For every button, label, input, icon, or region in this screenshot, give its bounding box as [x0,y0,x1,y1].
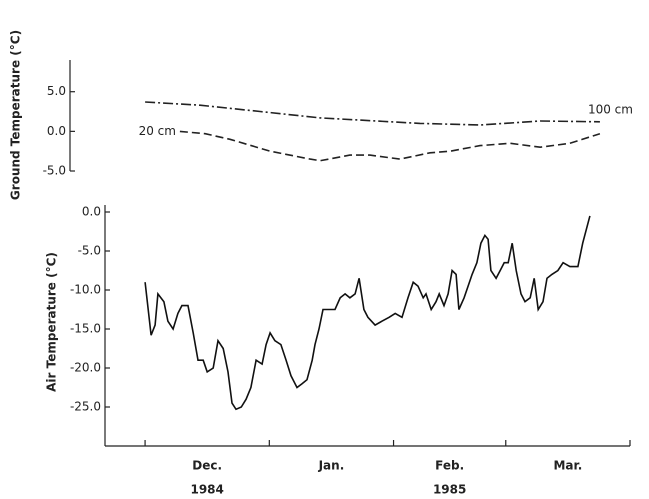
y-tick-label: -15.0 [70,322,101,336]
y-tick-label: -25.0 [70,400,101,414]
y-tick-label: -10.0 [70,283,101,297]
y-tick-label: 0.0 [47,124,66,138]
line [144,215,591,411]
y-tick-label: 0.0 [82,205,101,219]
y-tick-label: -5.0 [78,244,101,258]
y-tick-label: -5.0 [43,164,66,178]
series-label: 20 cm [139,124,176,138]
x-tick-label: Mar. [553,459,582,473]
y-tick-label: -20.0 [70,361,101,375]
x-tick-label: Dec. [192,459,222,473]
line [145,101,600,126]
y-axis-label: Air Temperature (°C) [45,252,59,392]
x-tick-year: 1985 [433,483,466,497]
x-tick-label: Feb. [435,459,464,473]
y-tick-label: 5.0 [47,84,66,98]
x-tick-label: Jan. [318,459,345,473]
y-axis-label: Ground Temperature (°C) [9,30,23,200]
line [179,130,601,162]
x-tick-year: 1984 [190,483,223,497]
series-label: 100 cm [588,102,633,116]
